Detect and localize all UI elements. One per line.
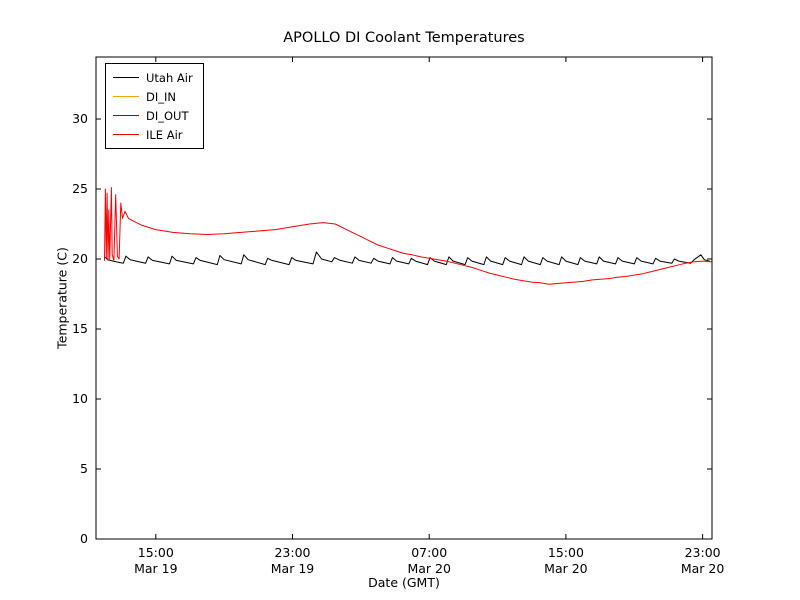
axes-frame <box>95 56 713 540</box>
series-line-ile-air <box>104 187 712 285</box>
legend-line-utah-air <box>113 77 139 78</box>
x-tick-label-date: Mar 19 <box>271 561 315 576</box>
legend-label-di-out: DI_OUT <box>146 108 189 123</box>
x-tick-label-time: 07:00 <box>411 545 447 560</box>
legend-label-ile-air: ILE Air <box>146 127 183 142</box>
y-tick-label: 0 <box>80 531 88 546</box>
legend: Utah Air DI_IN DI_OUT ILE Air <box>105 63 204 149</box>
x-tick-label-date: Mar 20 <box>681 561 725 576</box>
legend-label-di-in: DI_IN <box>146 89 176 104</box>
legend-line-ile-air <box>113 134 139 135</box>
x-tick-label-date: Mar 19 <box>134 561 178 576</box>
x-tick-label-time: 23:00 <box>274 545 310 560</box>
y-tick-label: 20 <box>72 251 88 266</box>
legend-line-di-in <box>113 96 139 97</box>
series-line-utah-air <box>104 251 710 266</box>
x-tick-label-time: 15:00 <box>548 545 584 560</box>
y-tick-label: 5 <box>80 461 88 476</box>
legend-entry-ile-air: ILE Air <box>113 125 193 144</box>
legend-entry-utah-air: Utah Air <box>113 68 193 87</box>
x-tick-label-date: Mar 20 <box>544 561 588 576</box>
x-tick-label-time: 15:00 <box>138 545 174 560</box>
y-tick-label: 30 <box>72 111 88 126</box>
x-axis-label: Date (GMT) <box>368 575 440 590</box>
y-tick-label: 15 <box>72 321 88 336</box>
x-tick-label-date: Mar 20 <box>407 561 451 576</box>
legend-label-utah-air: Utah Air <box>146 70 193 85</box>
y-tick-label: 25 <box>72 181 88 196</box>
legend-entry-di-out: DI_OUT <box>113 106 193 125</box>
y-tick-label: 10 <box>72 391 88 406</box>
chart-title: APOLLO DI Coolant Temperatures <box>283 30 525 46</box>
legend-entry-di-in: DI_IN <box>113 87 193 106</box>
legend-line-di-out <box>113 115 139 116</box>
x-tick-label-time: 23:00 <box>685 545 721 560</box>
y-axis-label: Temperature (C) <box>54 247 70 349</box>
